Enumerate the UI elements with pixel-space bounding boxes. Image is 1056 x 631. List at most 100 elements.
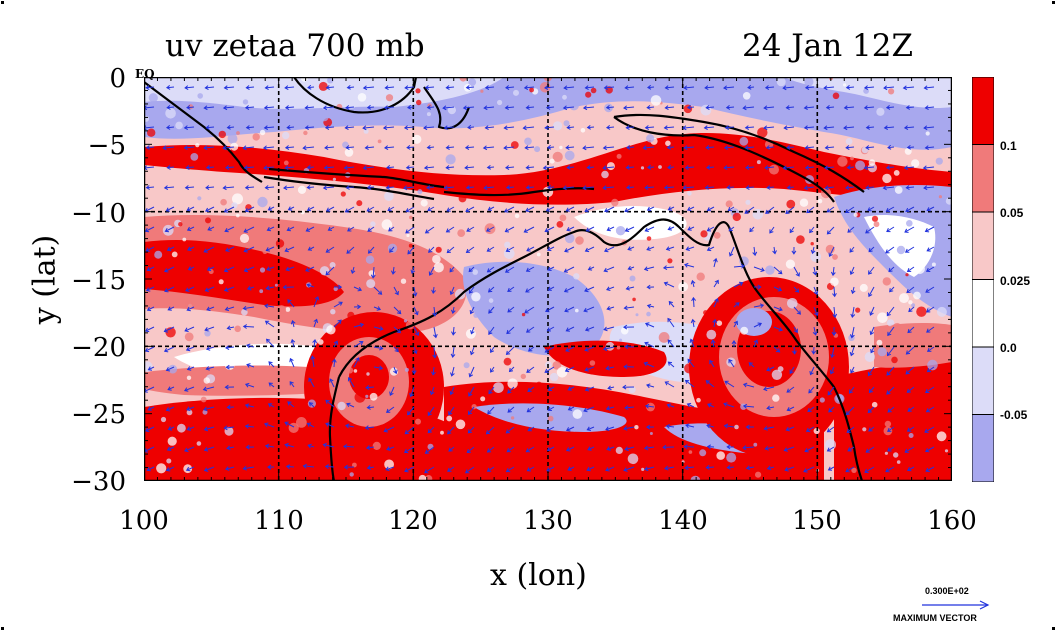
wind-vector-arrow [687,358,695,368]
vorticity-speckle [427,443,434,450]
wind-vector-arrow [626,145,635,150]
wind-vector-arrow [773,346,781,353]
vorticity-speckle [564,233,575,244]
wind-vector-arrow [792,346,797,355]
wind-vector-arrow [462,105,475,111]
wind-vector-arrow [322,442,335,448]
positive-vorticity-central-mid [544,340,667,377]
vorticity-speckle [303,130,308,136]
wind-vector-arrow [887,406,895,413]
vorticity-speckle [400,278,407,284]
wind-vector-arrow [246,363,255,368]
wind-vector-arrow [203,426,215,432]
wind-vector-arrow [870,346,875,354]
vorticity-speckle [899,422,909,432]
wind-vector-arrow [268,382,275,388]
wind-vector-arrow [686,206,695,212]
wind-vector-arrow [646,424,655,430]
wind-vector-arrow [926,246,935,252]
vorticity-speckle [905,273,909,277]
wind-vector-arrow [203,145,215,151]
wind-vector-arrow [165,466,175,472]
wind-vector-arrow [466,226,475,232]
wind-vector-arrow [403,185,415,191]
wind-vector-arrow [465,246,475,253]
x-tick-150: 150 [792,506,842,536]
vorticity-speckle [204,330,211,337]
vorticity-speckle [510,141,519,149]
vorticity-speckle [384,191,394,201]
wind-vector-arrow [903,165,915,171]
wind-vector-arrow [683,85,695,91]
wind-vector-arrow [486,246,495,252]
vorticity-speckle [665,140,671,147]
wind-vector-arrow [882,185,895,191]
wind-vector-arrow [308,402,315,408]
wind-vector-arrow [503,206,515,213]
vorticity-speckle [488,298,494,303]
vorticity-speckle [175,121,183,130]
vorticity-speckle [893,170,900,176]
wind-vector-arrow [644,403,655,409]
wind-vector-arrow [747,84,755,90]
wind-vector-arrow [413,306,419,316]
wind-vector-arrow [508,366,515,373]
vorticity-speckle [326,325,336,335]
wind-vector-arrow [683,444,695,450]
wind-vector-arrow [587,446,595,451]
wind-vector-arrow [803,466,815,473]
wind-vector-arrow [166,125,175,130]
wind-vector-arrow [606,125,615,130]
wind-vector-arrow [906,426,915,432]
vorticity-speckle [236,131,240,135]
vorticity-speckle [450,80,457,87]
wind-vector-arrow [446,206,455,212]
wind-vector-arrow [811,346,817,355]
wind-vector-arrow [445,145,455,150]
vorticity-speckle [353,369,358,373]
corner-mark-bl [1,627,4,630]
vorticity-speckle [908,300,913,305]
wind-vector-arrow [407,406,415,416]
wind-vector-arrow [868,266,875,275]
wind-vector-arrow [445,226,455,233]
wind-vector-arrow [289,381,295,388]
wind-vector-arrow [727,206,735,212]
wind-vector-arrow [586,426,595,431]
wind-vector-arrow [545,206,555,212]
wind-vector-arrow [145,246,155,252]
wind-vector-arrow [346,246,355,254]
wind-vector-arrow [886,226,895,233]
wind-vector-arrow [167,426,175,431]
wind-vector-arrow [713,297,719,308]
wind-vector-arrow [806,206,815,214]
vorticity-speckle [658,332,670,343]
wind-vector-arrow [333,301,343,308]
vorticity-speckle [757,127,768,138]
vorticity-speckle [549,372,559,382]
vorticity-map [144,77,952,481]
wind-vector-arrow [325,246,335,253]
wind-vector-arrow [850,286,856,295]
vorticity-speckle [658,165,662,169]
wind-vector-arrow [846,165,855,170]
wind-vector-arrow [662,444,675,450]
wind-vector-arrow [470,326,475,335]
vorticity-speckle [696,397,701,403]
wind-vector-arrow [244,382,255,388]
wind-vector-arrow [144,105,155,111]
wind-vector-arrow [305,226,315,232]
y-tick-10: −10 [71,199,126,229]
wind-vector-arrow [344,125,355,131]
wind-vector-arrow [902,85,915,91]
wind-vector-arrow [166,246,175,252]
wind-vector-arrow [705,105,715,110]
wind-vector-arrow [347,377,355,388]
wind-vector-arrow [483,105,495,111]
wind-vector-arrow [850,366,855,374]
wind-vector-arrow [383,105,395,111]
wind-vector-arrow [869,306,875,316]
wind-vector-arrow [605,426,615,432]
vorticity-speckle [632,297,636,302]
wind-vector-arrow [644,322,655,328]
